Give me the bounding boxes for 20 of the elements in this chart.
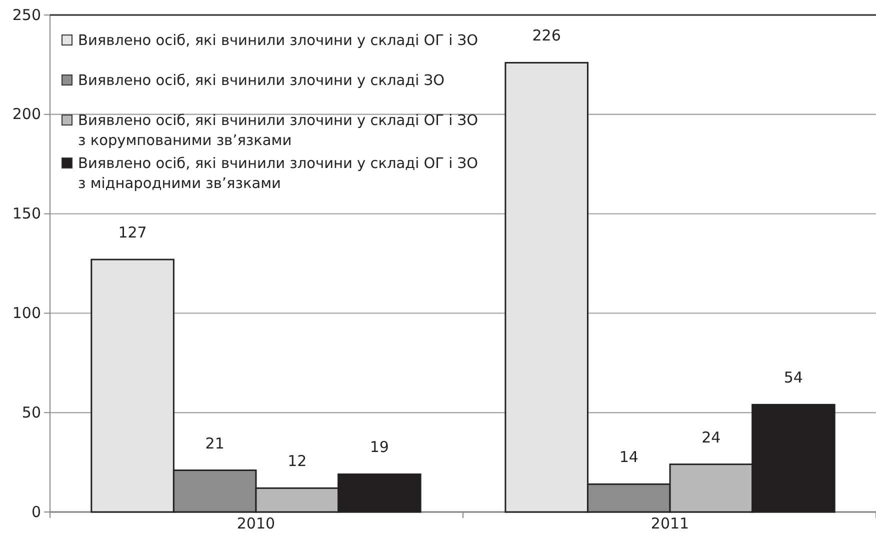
- y-tick-label: 250: [12, 6, 41, 24]
- data-label: 54: [784, 368, 803, 387]
- data-label: 19: [370, 438, 389, 456]
- y-tick-label: 150: [12, 204, 41, 223]
- legend-label: Виявлено осіб, які вчинили злочини у складі ЗО: [78, 73, 444, 89]
- y-tick-label: 200: [12, 105, 41, 124]
- y-tick-label: 50: [22, 403, 41, 422]
- x-tick-label: 2011: [650, 514, 690, 532]
- data-label: 127: [118, 224, 147, 242]
- x-tick-label: 2010: [236, 514, 276, 532]
- data-label: 24: [702, 428, 721, 446]
- data-label: 14: [619, 448, 638, 466]
- legend-label: Виявлено осіб, які вчинили злочини у складі ОГ і ЗО з міднародними зв’язками: [78, 156, 478, 192]
- data-label: 12: [288, 452, 307, 470]
- legend-label: Виявлено осіб, які вчинили злочини у складі ОГ і ЗО з корумпованими зв’язками: [78, 113, 478, 149]
- data-label: 226: [532, 26, 561, 45]
- y-tick-label: 100: [12, 304, 41, 322]
- legend-label: Виявлено осіб, які вчинили злочини у складі ОГ і ЗО: [78, 33, 478, 49]
- y-tick-label: 0: [31, 502, 41, 521]
- data-label: 21: [205, 434, 224, 452]
